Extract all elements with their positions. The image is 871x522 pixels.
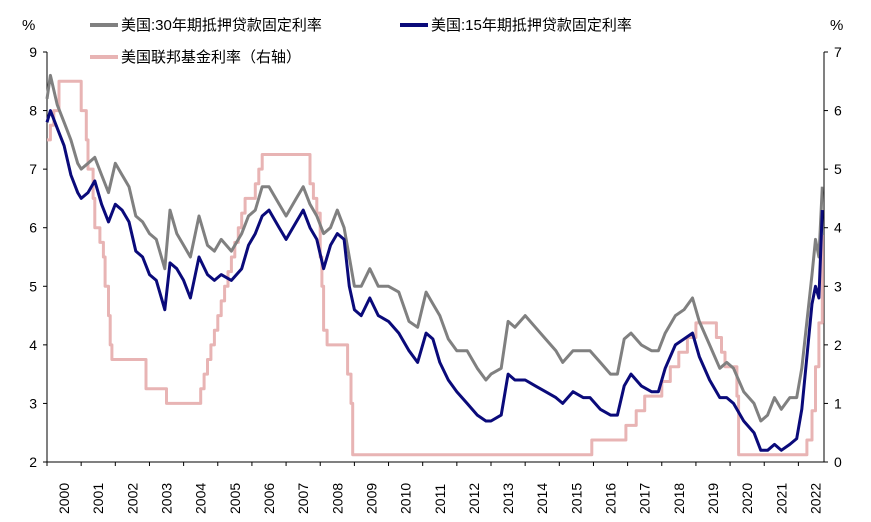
right-axis-unit: % bbox=[830, 17, 843, 34]
x-tick-label: 2005 bbox=[227, 483, 243, 514]
right-tick-label: 0 bbox=[834, 454, 842, 470]
right-tick-label: 7 bbox=[834, 44, 842, 60]
x-tick-label: 2008 bbox=[329, 483, 345, 514]
x-tick-label: 2006 bbox=[261, 483, 277, 514]
left-tick-label: 4 bbox=[29, 337, 37, 353]
left-tick-label: 5 bbox=[29, 278, 37, 294]
series-line-fed-funds bbox=[47, 79, 824, 457]
x-tick-label: 2007 bbox=[295, 483, 311, 514]
x-tick-label: 2012 bbox=[466, 483, 482, 514]
left-tick-label: 3 bbox=[29, 395, 37, 411]
x-tick-label: 2003 bbox=[159, 483, 175, 514]
x-tick-label: 2016 bbox=[603, 483, 619, 514]
x-tick-label: 2017 bbox=[637, 483, 653, 514]
left-axis-unit: % bbox=[22, 17, 35, 34]
legend-label-30y: 美国:30年期抵押贷款固定利率 bbox=[121, 17, 322, 34]
x-tick-label: 2000 bbox=[56, 483, 72, 514]
x-tick-label: 2019 bbox=[705, 483, 721, 514]
right-tick-label: 4 bbox=[834, 220, 842, 236]
x-tick-label: 2018 bbox=[671, 483, 687, 514]
x-tick-label: 2014 bbox=[534, 483, 550, 514]
series-line-30y bbox=[45, 73, 824, 423]
left-tick-label: 2 bbox=[29, 454, 37, 470]
x-tick-label: 2009 bbox=[363, 483, 379, 514]
x-tick-label: 2010 bbox=[398, 483, 414, 514]
x-tick-label: 2015 bbox=[568, 483, 584, 514]
x-tick-label: 2020 bbox=[739, 483, 755, 514]
x-tick-label: 2022 bbox=[807, 483, 823, 514]
left-tick-label: 6 bbox=[29, 220, 37, 236]
x-tick-label: 2021 bbox=[773, 483, 789, 514]
left-tick-label: 7 bbox=[29, 161, 37, 177]
x-tick-label: 2004 bbox=[193, 483, 209, 514]
left-tick-label: 8 bbox=[29, 103, 37, 119]
series-line-15y bbox=[45, 109, 824, 452]
legend-label-15y: 美国:15年期抵押贷款固定利率 bbox=[431, 17, 632, 34]
right-tick-label: 3 bbox=[834, 278, 842, 294]
right-tick-label: 1 bbox=[834, 395, 842, 411]
x-tick-label: 2002 bbox=[124, 483, 140, 514]
x-tick-label: 2011 bbox=[432, 484, 448, 514]
left-tick-label: 9 bbox=[29, 44, 37, 60]
legend: 美国:30年期抵押贷款固定利率 美国:15年期抵押贷款固定利率 美国联邦基金利率… bbox=[90, 17, 632, 66]
right-tick-label: 2 bbox=[834, 337, 842, 353]
right-tick-label: 5 bbox=[834, 161, 842, 177]
right-tick-label: 6 bbox=[834, 103, 842, 119]
x-tick-label: 2001 bbox=[90, 483, 106, 514]
axes: 2 3 4 5 6 7 8 9 0 1 2 3 4 5 6 7 2000 2001 2002 2003 2004 2005… bbox=[29, 44, 842, 514]
x-tick-label: 2013 bbox=[500, 483, 516, 514]
legend-label-fed-funds: 美国联邦基金利率（右轴） bbox=[121, 49, 301, 66]
series-layer bbox=[45, 73, 824, 457]
